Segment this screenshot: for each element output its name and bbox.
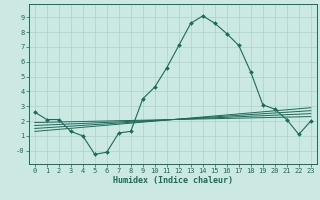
X-axis label: Humidex (Indice chaleur): Humidex (Indice chaleur) [113, 176, 233, 185]
